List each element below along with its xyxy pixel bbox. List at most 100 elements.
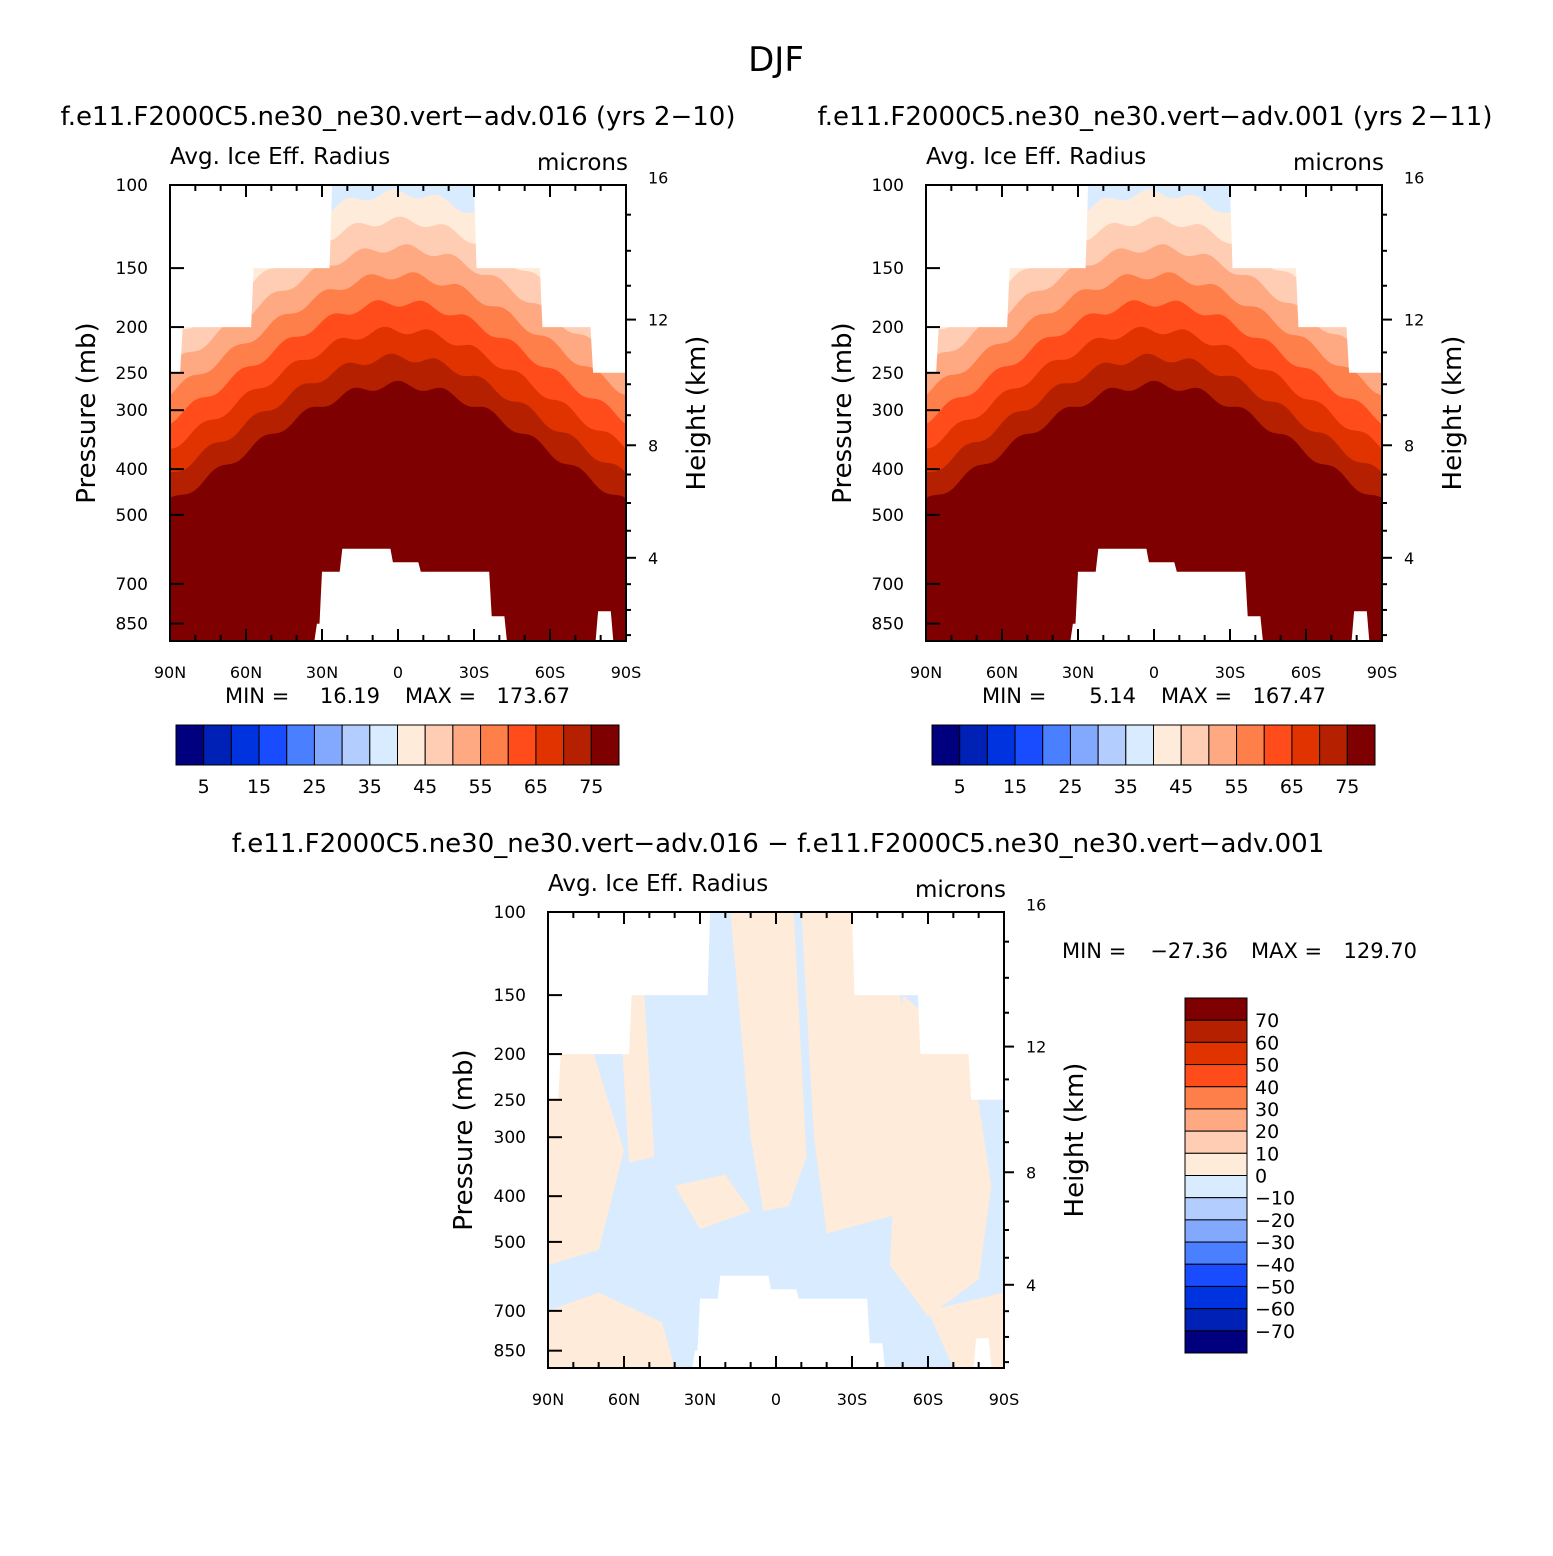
colorbar-label: −20 [1255, 1210, 1295, 1232]
y2-tick-label: 4 [1404, 549, 1414, 568]
colorbar-label: 65 [524, 776, 548, 798]
y2-tick-label: 8 [1404, 436, 1414, 455]
y-tick-label: 400 [872, 460, 904, 480]
y-tick-label: 700 [872, 575, 904, 595]
x-tick-label: 90N [910, 663, 942, 682]
colorbar-swatch [1346, 724, 1376, 766]
x-tick-label: 60N [986, 663, 1018, 682]
colorbar-swatch [1014, 724, 1044, 766]
contour-band [548, 1054, 624, 1266]
y-tick-label: 300 [872, 401, 904, 421]
colorbar-label: 40 [1255, 1077, 1279, 1099]
colorbar-label: 20 [1255, 1121, 1279, 1143]
missing-data-mask [548, 912, 1004, 1368]
panel-2-max-value: 167.47 [1253, 684, 1326, 708]
panel-2-title: f.e11.F2000C5.ne30_ne30.vert−adv.001 (yr… [818, 102, 1493, 132]
colorbar-swatch [1069, 724, 1099, 766]
x-tick-label: 90N [532, 1390, 564, 1409]
colorbar-label: 15 [1003, 776, 1027, 798]
y-tick-label: 300 [116, 401, 148, 421]
colorbar-swatch [1319, 724, 1348, 766]
x-tick-label: 90N [154, 663, 186, 682]
panel-3-min-label: MIN = [1062, 939, 1126, 963]
panel-2-max-label: MAX = [1161, 684, 1232, 708]
colorbar-swatch [286, 724, 315, 766]
colorbar-swatch [1236, 724, 1265, 766]
y2-tick-label: 12 [1026, 1038, 1046, 1057]
colorbar-label: 5 [954, 776, 966, 798]
y-tick-label: 100 [872, 176, 904, 196]
panel-3-contour-field [548, 912, 1004, 1368]
colorbar-swatch [1153, 724, 1182, 766]
panel-3-title: f.e11.F2000C5.ne30_ne30.vert−adv.016 − f… [232, 829, 1324, 859]
y2-tick-label: 16 [648, 168, 668, 187]
colorbar-label: 35 [1114, 776, 1138, 798]
y-tick-label: 150 [872, 259, 904, 279]
y2-tick-label: 12 [1404, 311, 1424, 330]
y-tick-label: 150 [494, 986, 526, 1006]
y-tick-label: 500 [872, 506, 904, 526]
contour-band [674, 1174, 751, 1230]
panel-1-subtitle-right: microns [537, 150, 628, 176]
colorbar-swatch [203, 724, 232, 766]
colorbar-swatch [369, 724, 398, 766]
colorbar-swatch [313, 724, 343, 766]
colorbar-swatch [1097, 724, 1127, 766]
colorbar-label: 25 [302, 776, 326, 798]
panel-3-min-value: −27.36 [1150, 939, 1228, 963]
y2-tick-label: 8 [648, 436, 658, 455]
colorbar-swatch [1184, 1108, 1248, 1132]
colorbar-swatch [1184, 1219, 1248, 1243]
y2-tick-label: 4 [1026, 1276, 1036, 1295]
colorbar-label: 70 [1255, 1010, 1279, 1032]
colorbar-swatch [507, 724, 537, 766]
colorbar-label: 55 [468, 776, 492, 798]
colorbar-label: 45 [413, 776, 437, 798]
panel-1-min-label: MIN = [225, 684, 289, 708]
panel-3: f.e11.F2000C5.ne30_ne30.vert−adv.016 − f… [232, 829, 1417, 1409]
colorbar-swatch [258, 724, 288, 766]
colorbar-label: 65 [1280, 776, 1304, 798]
colorbar-label: −70 [1255, 1321, 1295, 1343]
colorbar-label: 75 [1335, 776, 1359, 798]
x-tick-label: 0 [771, 1390, 781, 1409]
colorbar-label: −10 [1255, 1188, 1295, 1210]
panel-1-max-value: 173.67 [497, 684, 570, 708]
colorbar-label: 35 [358, 776, 382, 798]
colorbar-label: 0 [1255, 1166, 1267, 1188]
panel-1-ylabel-right: Height (km) [682, 336, 712, 491]
panel-3-max-label: MAX = [1251, 939, 1322, 963]
missing-data-mask [926, 185, 1382, 641]
panel-1-contour-field [170, 185, 626, 641]
colorbar-swatch [397, 724, 426, 766]
panel-1-max-label: MAX = [405, 684, 476, 708]
panel-2-ylabel: Pressure (mb) [828, 322, 858, 503]
y2-tick-label: 16 [1026, 895, 1046, 914]
panel-1-subtitle-left: Avg. Ice Eff. Radius [170, 144, 390, 170]
x-tick-label: 30S [837, 1390, 868, 1409]
colorbar-swatch [1208, 724, 1238, 766]
colorbar-swatch [175, 724, 205, 766]
y-tick-label: 200 [116, 318, 148, 338]
colorbar-label: 50 [1255, 1055, 1279, 1077]
colorbar-label: 15 [247, 776, 271, 798]
colorbar-swatch [1184, 1308, 1248, 1332]
colorbar-swatch [1042, 724, 1071, 766]
figure-title: DJF [748, 40, 804, 80]
panel-3-subtitle-left: Avg. Ice Eff. Radius [548, 871, 768, 897]
y-tick-label: 400 [116, 460, 148, 480]
x-tick-label: 90S [1367, 663, 1398, 682]
y-tick-label: 400 [494, 1187, 526, 1207]
colorbar-swatch [1184, 1130, 1248, 1154]
colorbar-swatch [1184, 1152, 1248, 1176]
colorbar-label: 30 [1255, 1099, 1279, 1121]
colorbar-swatch [341, 724, 371, 766]
colorbar-swatch [959, 724, 988, 766]
panel-1-min-value: 16.19 [320, 684, 380, 708]
contour-band [890, 995, 992, 1317]
colorbar-label: 75 [579, 776, 603, 798]
colorbar-swatch [1184, 1175, 1248, 1199]
panel-2-stats: MIN = 5.14 MAX = 167.47 [982, 684, 1326, 708]
colorbar-label: −30 [1255, 1232, 1295, 1254]
